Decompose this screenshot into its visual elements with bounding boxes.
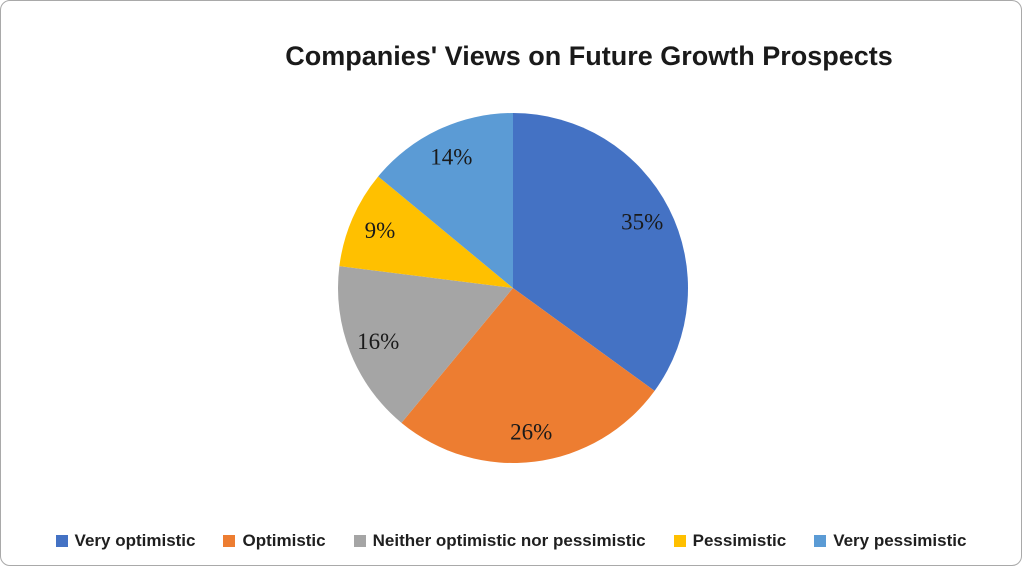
- data-label-optimistic: 26%: [510, 419, 552, 444]
- legend-label-optimistic: Optimistic: [242, 531, 326, 550]
- legend-label-pessimistic: Pessimistic: [692, 531, 787, 550]
- legend-item-very-pessimistic: Very pessimistic: [814, 531, 966, 551]
- legend-item-optimistic: Optimistic: [223, 531, 326, 551]
- pie-slice-pessimistic: [339, 176, 513, 288]
- legend-item-pessimistic: Pessimistic: [673, 531, 787, 551]
- legend-swatch-very-pessimistic: [814, 535, 827, 547]
- legend-label-very-pessimistic: Very pessimistic: [833, 531, 967, 550]
- legend-label-neither-optimistic-nor-pessimistic: Neither optimistic nor pessimistic: [372, 531, 646, 550]
- data-label-neither-optimistic-nor-pessimistic: 16%: [357, 329, 399, 354]
- legend-swatch-pessimistic: [673, 535, 686, 547]
- pie-slice-very-pessimistic: [378, 113, 513, 288]
- legend-swatch-neither-optimistic-nor-pessimistic: [353, 535, 366, 547]
- data-label-very-optimistic: 35%: [621, 210, 663, 235]
- pie-slice-very-optimistic: [513, 113, 689, 391]
- pie-slice-optimistic: [401, 288, 655, 464]
- data-label-very-pessimistic: 14%: [430, 144, 472, 169]
- legend-swatch-optimistic: [223, 535, 236, 547]
- chart-title: Companies' Views on Future Growth Prospe…: [285, 41, 893, 71]
- chart-legend: Very optimistic Optimistic Neither optimis…: [1, 531, 1021, 551]
- pie-slice-neither-optimistic-nor-pessimistic: [338, 266, 513, 423]
- legend-swatch-very-optimistic: [55, 535, 68, 547]
- legend-label-very-optimistic: Very optimistic: [74, 531, 196, 550]
- legend-item-neither-optimistic-nor-pessimistic: Neither optimistic nor pessimistic: [353, 531, 646, 551]
- data-label-pessimistic: 9%: [365, 218, 396, 243]
- legend-item-very-optimistic: Very optimistic: [55, 531, 196, 551]
